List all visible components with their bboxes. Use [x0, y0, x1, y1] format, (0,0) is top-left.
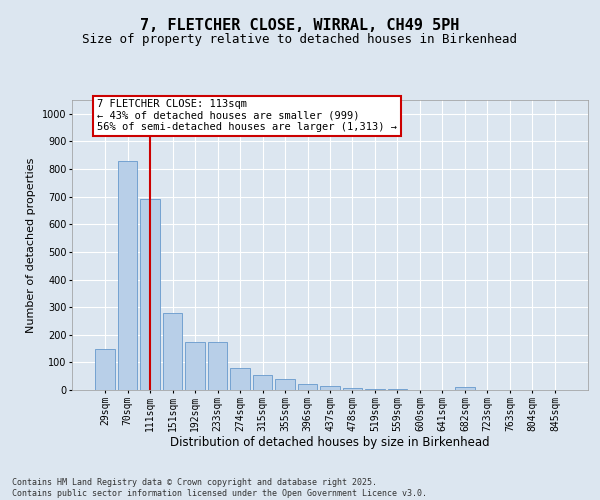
Text: Size of property relative to detached houses in Birkenhead: Size of property relative to detached ho… [83, 32, 517, 46]
Bar [230, 368, 250, 390]
Bar [365, 388, 385, 390]
X-axis label: Distribution of detached houses by size in Birkenhead: Distribution of detached houses by size … [170, 436, 490, 450]
Text: Contains HM Land Registry data © Crown copyright and database right 2025.
Contai: Contains HM Land Registry data © Crown c… [12, 478, 427, 498]
Bar [320, 386, 340, 390]
Bar [275, 379, 295, 390]
Bar [253, 375, 272, 390]
Bar [298, 384, 317, 390]
Bar [208, 342, 227, 390]
Bar [163, 312, 182, 390]
Bar [388, 388, 407, 390]
Text: 7 FLETCHER CLOSE: 113sqm
← 43% of detached houses are smaller (999)
56% of semi-: 7 FLETCHER CLOSE: 113sqm ← 43% of detach… [97, 99, 397, 132]
Text: 7, FLETCHER CLOSE, WIRRAL, CH49 5PH: 7, FLETCHER CLOSE, WIRRAL, CH49 5PH [140, 18, 460, 32]
Bar [343, 388, 362, 390]
Bar [455, 387, 475, 390]
Bar [140, 200, 160, 390]
Bar [95, 349, 115, 390]
Bar [185, 342, 205, 390]
Y-axis label: Number of detached properties: Number of detached properties [26, 158, 37, 332]
Bar [118, 161, 137, 390]
